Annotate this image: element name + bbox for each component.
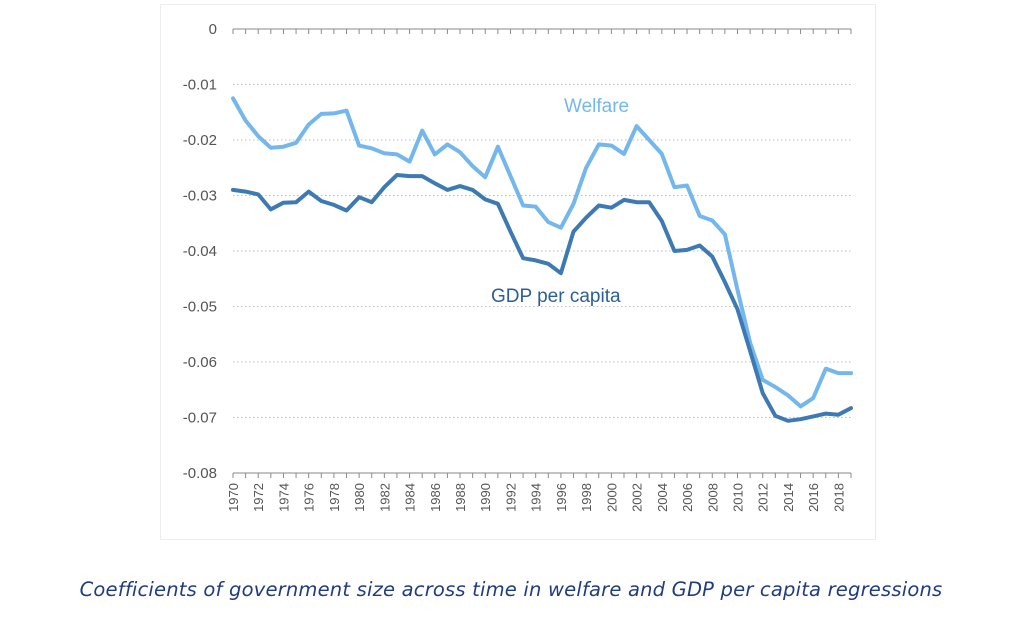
y-axis: 0 -0.01 -0.02 -0.03 -0.04 -0.05 -0.06 -0.07 -0.0…	[183, 21, 217, 482]
x-tick-label: 1984	[403, 483, 418, 512]
x-tick-label: 2010	[730, 483, 745, 512]
x-tick-label: 1974	[276, 483, 291, 512]
x-tick-label: 2012	[756, 483, 771, 512]
x-tick-label: 1990	[478, 483, 493, 512]
y-tick-label: 0	[209, 21, 217, 38]
welfare-label: Welfare	[564, 96, 629, 117]
chart-frame: 1970 1972 1974 1976 1978 1980 1982 1984 1986 1988…	[160, 4, 876, 540]
x-tick-label: 2016	[806, 483, 821, 512]
x-tick-label: 2002	[630, 483, 645, 512]
series-line-gdp-per-capita	[231, 173, 853, 423]
x-tick-label: 1978	[327, 483, 342, 512]
y-tick-label: -0.03	[183, 188, 217, 205]
x-tick-label: 1992	[503, 483, 518, 512]
x-tick-label: 1972	[251, 483, 266, 512]
x-tick-label: 2006	[680, 483, 695, 512]
x-tick-label: 1986	[428, 483, 443, 512]
line-chart: 1970 1972 1974 1976 1978 1980 1982 1984 1986 1988…	[183, 21, 853, 512]
y-tick-label: -0.01	[183, 77, 217, 94]
y-tick-label: -0.06	[183, 354, 217, 371]
x-axis: 1970 1972 1974 1976 1978 1980 1982 1984 1986 1988…	[226, 28, 852, 512]
y-tick-label: -0.04	[183, 243, 217, 260]
x-tick-label: 1994	[529, 483, 544, 512]
x-tick-label: 1970	[226, 483, 241, 512]
y-tick-label: -0.08	[183, 465, 217, 482]
x-tick-label: 1980	[352, 483, 367, 512]
x-tick-label: 1996	[554, 483, 569, 512]
y-tick-label: -0.07	[183, 410, 217, 427]
x-tick-label: 2000	[604, 483, 619, 512]
series-layer	[231, 96, 853, 423]
figure-caption: Coefficients of government size across t…	[79, 578, 943, 601]
y-tick-label: -0.05	[183, 299, 217, 316]
x-tick-label: 2018	[831, 483, 846, 512]
y-tick-label: -0.02	[183, 132, 217, 149]
x-tick-label: 1998	[579, 483, 594, 512]
x-tick-label: 1982	[377, 483, 392, 512]
gridlines	[233, 84, 851, 474]
gdp-per-capita-label: GDP per capita	[491, 286, 621, 307]
x-tick-label: 1988	[453, 483, 468, 512]
x-tick-label: 2008	[705, 483, 720, 512]
x-tick-label: 2014	[781, 483, 796, 512]
series-line-welfare	[231, 96, 853, 409]
x-tick-label: 2004	[655, 483, 670, 512]
x-tick-label: 1976	[302, 483, 317, 512]
